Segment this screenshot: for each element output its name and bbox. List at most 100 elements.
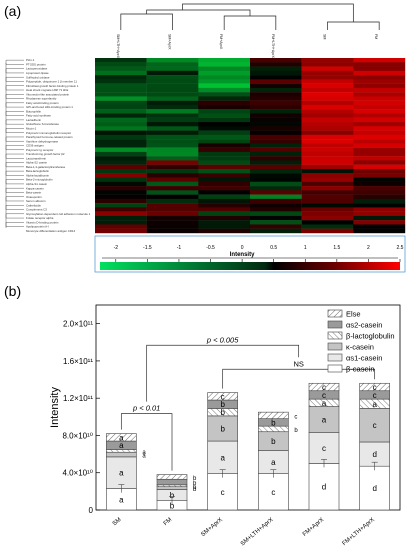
heatmap-cell — [353, 160, 406, 165]
heatmap-cell — [95, 75, 147, 80]
heatmap-cell — [301, 228, 354, 234]
protein-label: Monocyte differentiation antigen CD14 — [26, 229, 76, 233]
heatmap-cell — [250, 83, 302, 89]
annotation-p001: p < 0.01 — [132, 404, 160, 413]
heatmap-cell — [301, 96, 354, 101]
heatmap-cell — [353, 215, 406, 221]
heatmap-cell — [95, 62, 147, 67]
heatmap-cell — [353, 75, 406, 80]
bar-segment — [106, 456, 137, 489]
protein-label: GPI-anchored HDL-binding protein 1 — [26, 105, 73, 109]
heatmap-cell — [250, 109, 302, 114]
heatmap-cell — [95, 207, 147, 212]
heatmap-cell — [250, 143, 302, 148]
heatmap-cell — [250, 203, 302, 208]
heatmap-cell — [146, 203, 199, 208]
bar-segment — [207, 392, 238, 401]
plot-frame — [95, 304, 401, 511]
colorbar-title: Intensity — [230, 252, 255, 258]
heatmap-cell — [198, 130, 251, 136]
heatmap-cell — [146, 181, 199, 187]
bar-segment — [156, 474, 188, 480]
dendro-branch — [327, 21, 380, 30]
heatmap-cell — [198, 122, 251, 127]
annotation-p0005: p < 0.005 — [206, 335, 239, 344]
heatmap-cell — [301, 58, 354, 63]
dendro-branch — [120, 13, 173, 30]
significance-letter: c — [373, 383, 377, 392]
heatmap-cell — [146, 92, 199, 97]
heatmap-cell — [353, 104, 406, 110]
heatmap-cell — [198, 62, 251, 67]
heatmap-cell — [301, 75, 354, 80]
heatmap-cell — [146, 96, 199, 101]
heatmap-cell — [198, 58, 251, 63]
colorbar-tick-label: -2 — [114, 245, 119, 251]
heatmap-cell — [353, 113, 406, 118]
protein-label: Heat shock cognate HSP 71 kDa — [26, 88, 69, 92]
heatmap-cell — [353, 156, 406, 161]
heatmap-cell — [146, 79, 199, 84]
heatmap-cell — [146, 220, 199, 225]
bar-segment — [156, 478, 188, 486]
dendro-branch — [182, 3, 354, 22]
heatmap-cell — [301, 109, 354, 114]
heatmap-cell — [95, 92, 147, 97]
heatmap-cell — [198, 109, 251, 114]
colorbar-tick-label: 0.5 — [270, 245, 277, 251]
protein-label: Beta-lactoglobulin — [26, 169, 49, 173]
heatmap-cell — [95, 220, 147, 225]
legend-swatch — [327, 342, 343, 351]
legend-label: κ-casein — [346, 343, 374, 352]
y-tick-label: 1.2×10¹¹ — [63, 394, 93, 403]
heatmap-cell — [301, 211, 354, 217]
dendro-branch — [5, 205, 24, 210]
heatmap-cell — [301, 104, 354, 110]
bar-segment — [156, 486, 188, 490]
protein-label: Butyrophilin — [26, 109, 41, 113]
heatmap-cell — [95, 87, 147, 93]
heatmap-cell — [198, 215, 251, 221]
colorbar-tick-label: -1 — [177, 245, 182, 251]
heatmap-cell — [198, 75, 251, 80]
heatmap-cell — [95, 58, 147, 63]
protein-label: Alpha-S1 casein — [26, 182, 47, 186]
dendro-branch — [5, 128, 24, 133]
protein-label: Cathelicidin — [26, 203, 41, 207]
protein-label: Osteopontin — [26, 195, 42, 199]
bar-segment — [258, 473, 289, 511]
heatmap-cell — [250, 160, 302, 165]
panel-b-label: (b) — [4, 283, 21, 299]
heatmap-cell — [198, 117, 251, 123]
protein-label: Fibroblast growth factor-binding protein… — [26, 84, 79, 88]
heatmap-cell — [198, 126, 251, 131]
heatmap-cell — [301, 126, 354, 131]
heatmap-cell — [250, 147, 302, 153]
legend-label: αs1-casein — [346, 354, 382, 363]
heatmap-cell — [301, 66, 354, 72]
heatmap-cell — [353, 207, 406, 212]
x-tick-label: SM — [112, 517, 123, 527]
heatmap-cell — [250, 181, 302, 187]
heatmap-cell — [95, 113, 147, 118]
significance-letter: a — [119, 441, 124, 450]
heatmap-cell — [146, 75, 199, 80]
significance-letter: a — [142, 450, 146, 456]
heatmap-cell — [353, 147, 406, 153]
heatmap-cell — [95, 104, 147, 110]
heatmap-cell — [250, 220, 302, 225]
significance-letter: c — [322, 444, 326, 453]
protein-label: Lipoprotein lipase — [26, 71, 49, 75]
heatmap-cell — [301, 92, 354, 97]
heatmap-cell — [146, 66, 199, 72]
heatmap-cell — [301, 160, 354, 165]
heatmap-cell — [301, 87, 354, 93]
heatmap-cell — [95, 215, 147, 221]
heatmap-cell — [353, 96, 406, 101]
heatmap-cell — [250, 168, 302, 174]
x-tick-label: FM+LTH+AprX — [342, 517, 376, 547]
heatmap-cell — [353, 62, 406, 67]
heatmap-cell — [198, 113, 251, 118]
bar-segment — [308, 463, 340, 511]
heatmap-cell — [301, 100, 354, 106]
